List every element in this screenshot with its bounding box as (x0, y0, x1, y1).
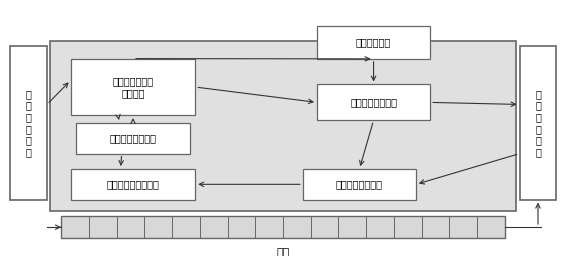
Text: 缓存阈值计算模块: 缓存阈值计算模块 (109, 133, 157, 143)
Bar (303, 169, 416, 200)
Bar (76, 123, 190, 154)
Text: 链路稳定性预测模块: 链路稳定性预测模块 (106, 179, 160, 189)
Bar (71, 169, 195, 200)
Text: 数据接收与缓存
监控模块: 数据接收与缓存 监控模块 (113, 76, 153, 98)
Bar (71, 59, 195, 115)
Bar (10, 46, 47, 200)
Text: 缓存: 缓存 (276, 248, 290, 256)
Bar (317, 84, 430, 120)
Bar (317, 26, 430, 59)
Text: 信道检测模块: 信道检测模块 (356, 37, 391, 47)
Text: 数据转发启动模块: 数据转发启动模块 (350, 97, 397, 108)
Text: 数
据
转
发
模
块: 数 据 转 发 模 块 (535, 89, 541, 157)
Text: 链路速率统计模块: 链路速率统计模块 (336, 179, 383, 189)
Bar (520, 46, 556, 200)
Bar (50, 41, 516, 211)
Text: 数
据
接
收
模
块: 数 据 接 收 模 块 (25, 89, 32, 157)
Bar (61, 216, 505, 238)
